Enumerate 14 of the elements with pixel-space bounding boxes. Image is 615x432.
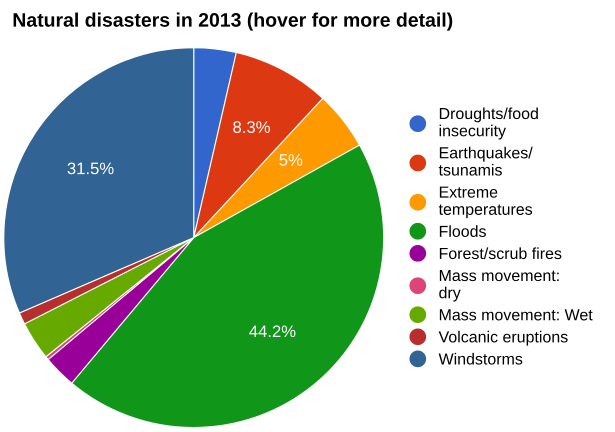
legend-label: Mass movement: dry — [439, 270, 559, 302]
legend-label: Droughts/food insecurity — [440, 107, 538, 140]
data-label: 31.5% — [68, 162, 114, 174]
legend-label: Mass movement: Wet — [440, 309, 593, 320]
legend-label: Extreme temperatures — [438, 186, 532, 218]
legend-label: Floods — [440, 225, 486, 238]
chart-title: Natural disasters in 2013 (hover for more detail) — [14, 12, 452, 31]
data-label: 5% — [279, 154, 302, 166]
data-label: 8.3% — [233, 121, 270, 133]
legend-label: Volcanic eruptions — [438, 330, 568, 346]
data-label: 44.2% — [249, 325, 296, 338]
legend-label: Earthquakes/ tsunamis — [438, 146, 533, 176]
legend-label: Windstorms — [438, 352, 522, 365]
legend-label: Forest/scrub fires — [440, 247, 562, 260]
